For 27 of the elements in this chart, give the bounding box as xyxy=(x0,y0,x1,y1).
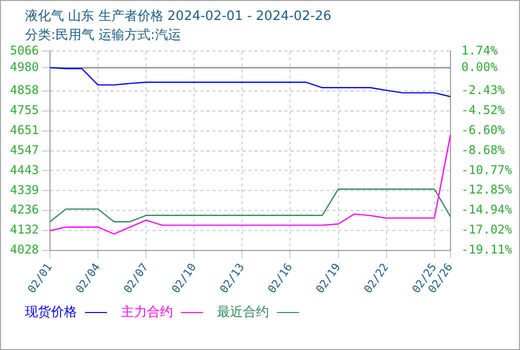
y2-tick-label: -8.68% xyxy=(461,142,506,157)
y-tick-label: 4443 xyxy=(10,162,39,177)
y-tick-label: 4132 xyxy=(10,222,39,236)
y2-tick-label: 1.74% xyxy=(461,43,498,58)
legend-label: 主力合约 xyxy=(121,305,173,320)
y2-tick-label: -2.43% xyxy=(461,83,506,98)
y-tick-label: 4980 xyxy=(10,60,39,74)
y-tick-label: 4858 xyxy=(10,83,39,98)
y2-tick-label: -4.52% xyxy=(461,103,506,118)
y2-tick-label: -12.85% xyxy=(461,182,513,197)
y2-tick-label: 0.00% xyxy=(461,60,498,74)
y2-tick-label: -17.02% xyxy=(461,222,513,236)
y-tick-label: 4339 xyxy=(10,182,39,197)
y2-tick-label: -10.77% xyxy=(461,162,513,177)
y2-tick-label: -6.60% xyxy=(461,122,506,137)
y-tick-label: 4755 xyxy=(10,102,39,117)
chart-title: 液化气 山东 生产者价格 2024-02-01 - 2024-02-26 xyxy=(25,8,332,25)
y2-tick-label: -14.94% xyxy=(461,202,513,217)
y-tick-label: 4028 xyxy=(10,242,39,256)
legend-label: 最近合约 xyxy=(217,305,269,320)
y-tick-label: 5066 xyxy=(10,43,39,58)
y-tick-label: 4547 xyxy=(10,142,39,157)
y-tick-label: 4236 xyxy=(10,202,39,217)
legend-label: 现货价格 xyxy=(25,305,77,320)
y-tick-label: 4651 xyxy=(10,122,39,137)
y2-tick-label: -19.11% xyxy=(461,242,513,256)
chart-subtitle: 分类:民用气 运输方式:汽运 xyxy=(25,27,181,44)
